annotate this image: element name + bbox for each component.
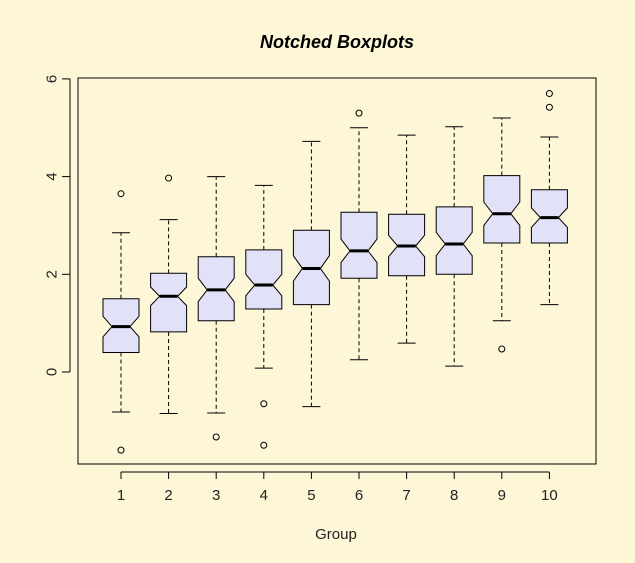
x-tick-label: 5 [307, 487, 315, 504]
x-axis-label: Group [315, 526, 357, 543]
outlier-point [498, 345, 506, 353]
outlier-point [117, 190, 125, 198]
x-tick-label: 4 [260, 487, 268, 504]
y-axis: 0 2 4 6 [44, 75, 71, 376]
box-group-3 [197, 176, 235, 441]
x-tick-label: 2 [164, 487, 172, 504]
box-group-10 [530, 90, 568, 306]
x-tick-label: 3 [212, 487, 220, 504]
y-tick-label: 2 [44, 270, 61, 278]
boxes-layer [102, 90, 568, 454]
box-group-9 [483, 117, 521, 353]
x-tick-label: 9 [498, 487, 506, 504]
outlier-point [545, 90, 553, 98]
notched-box [483, 175, 521, 244]
outlier-point [212, 433, 220, 441]
x-axis: 1 2 3 4 5 6 7 8 9 10 [117, 471, 558, 504]
x-tick-label: 1 [117, 487, 125, 504]
x-tick-label: 7 [402, 487, 410, 504]
box-group-8 [435, 126, 473, 367]
box-group-1 [102, 190, 140, 454]
outlier-point [117, 446, 125, 454]
x-tick-label: 8 [450, 487, 458, 504]
notched-box [435, 206, 473, 275]
box-group-2 [150, 174, 188, 415]
box-group-5 [292, 140, 330, 408]
box-group-4 [245, 184, 283, 449]
plot-panel [77, 77, 597, 465]
box-group-7 [388, 134, 426, 344]
notched-box [245, 249, 283, 310]
x-tick-label: 10 [541, 487, 558, 504]
box-group-6 [340, 109, 378, 361]
y-tick-label: 6 [44, 75, 61, 83]
notched-box [150, 272, 188, 333]
x-tick-label: 6 [355, 487, 363, 504]
outlier-point [165, 174, 173, 182]
outlier-point [355, 109, 363, 117]
y-tick-label: 4 [44, 172, 61, 180]
outlier-point [545, 103, 553, 111]
outlier-point [260, 441, 268, 449]
chart-title: Notched Boxplots [260, 32, 414, 52]
notched-box [340, 211, 378, 279]
outlier-point [260, 400, 268, 408]
y-tick-label: 0 [44, 368, 61, 376]
